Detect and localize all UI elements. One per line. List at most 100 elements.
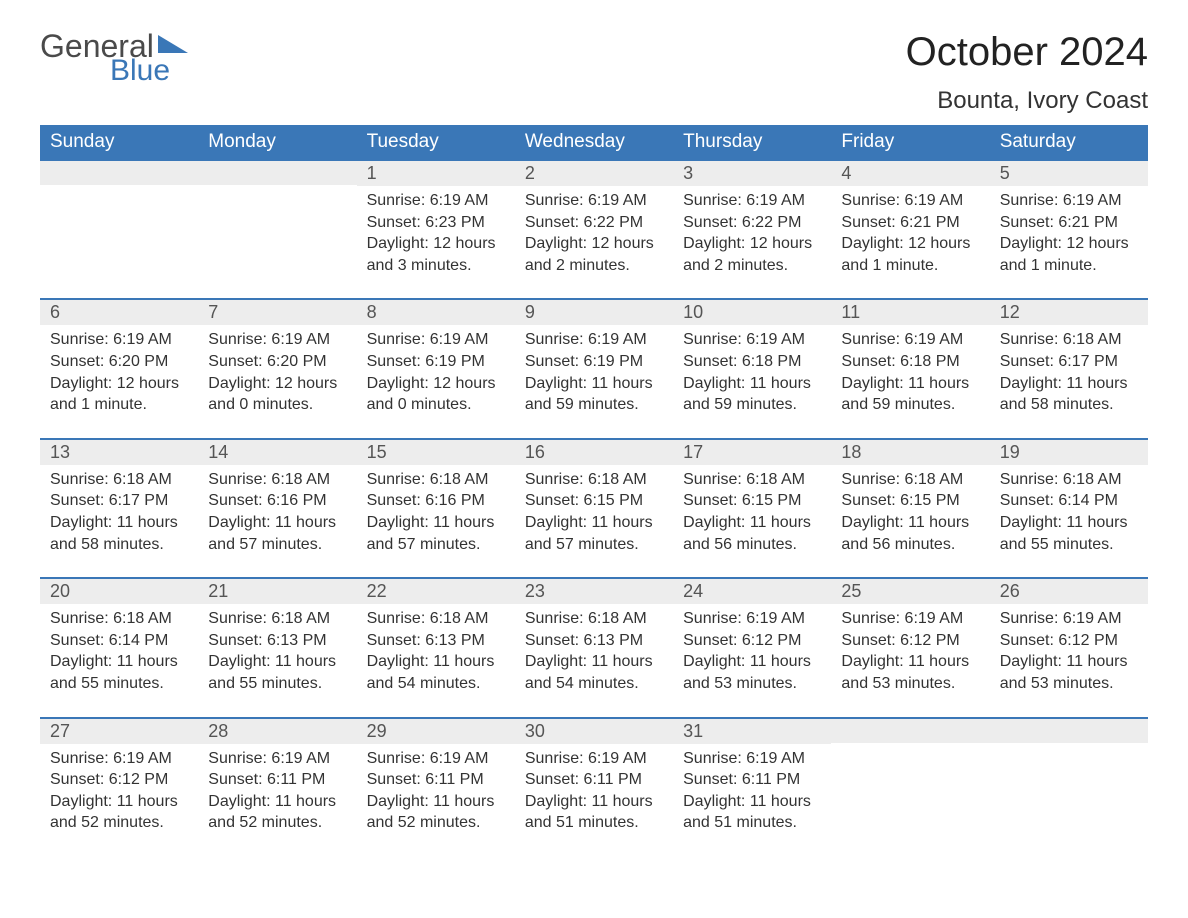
weekday-header: Tuesday [357, 125, 515, 160]
calendar-cell: 12Sunrise: 6:18 AMSunset: 6:17 PMDayligh… [990, 299, 1148, 438]
sunrise-text: Sunrise: 6:19 AM [683, 329, 821, 351]
calendar-cell: 29Sunrise: 6:19 AMSunset: 6:11 PMDayligh… [357, 718, 515, 856]
day-number: 17 [673, 440, 831, 465]
daylight-text: Daylight: 11 hours and 52 minutes. [367, 791, 505, 834]
sunset-text: Sunset: 6:12 PM [841, 630, 979, 652]
sunset-text: Sunset: 6:13 PM [208, 630, 346, 652]
calendar-table: Sunday Monday Tuesday Wednesday Thursday… [40, 125, 1148, 856]
day-number: 31 [673, 719, 831, 744]
sunrise-text: Sunrise: 6:19 AM [50, 329, 188, 351]
sunrise-text: Sunrise: 6:18 AM [841, 469, 979, 491]
daylight-text: Daylight: 12 hours and 0 minutes. [208, 373, 346, 416]
daylight-text: Daylight: 11 hours and 56 minutes. [841, 512, 979, 555]
daylight-text: Daylight: 11 hours and 53 minutes. [1000, 651, 1138, 694]
sunset-text: Sunset: 6:20 PM [208, 351, 346, 373]
day-body [198, 185, 356, 285]
day-number: 29 [357, 719, 515, 744]
day-body: Sunrise: 6:19 AMSunset: 6:18 PMDaylight:… [673, 325, 831, 437]
weekday-header: Wednesday [515, 125, 673, 160]
day-body: Sunrise: 6:19 AMSunset: 6:11 PMDaylight:… [673, 744, 831, 856]
daylight-text: Daylight: 11 hours and 57 minutes. [367, 512, 505, 555]
daylight-text: Daylight: 12 hours and 1 minute. [1000, 233, 1138, 276]
daylight-text: Daylight: 12 hours and 1 minute. [50, 373, 188, 416]
sunrise-text: Sunrise: 6:19 AM [1000, 190, 1138, 212]
daylight-text: Daylight: 12 hours and 2 minutes. [683, 233, 821, 276]
sunset-text: Sunset: 6:22 PM [683, 212, 821, 234]
calendar-week-row: 1Sunrise: 6:19 AMSunset: 6:23 PMDaylight… [40, 160, 1148, 299]
month-title: October 2024 [906, 30, 1148, 75]
calendar-cell [990, 718, 1148, 856]
sunset-text: Sunset: 6:14 PM [50, 630, 188, 652]
sunrise-text: Sunrise: 6:19 AM [50, 748, 188, 770]
day-number: 28 [198, 719, 356, 744]
day-number: 6 [40, 300, 198, 325]
day-body: Sunrise: 6:19 AMSunset: 6:11 PMDaylight:… [198, 744, 356, 856]
calendar-cell: 21Sunrise: 6:18 AMSunset: 6:13 PMDayligh… [198, 578, 356, 717]
day-body: Sunrise: 6:19 AMSunset: 6:11 PMDaylight:… [515, 744, 673, 856]
daylight-text: Daylight: 11 hours and 58 minutes. [1000, 373, 1138, 416]
calendar-cell: 10Sunrise: 6:19 AMSunset: 6:18 PMDayligh… [673, 299, 831, 438]
day-body: Sunrise: 6:19 AMSunset: 6:20 PMDaylight:… [198, 325, 356, 437]
location-label: Bounta, Ivory Coast [906, 87, 1148, 115]
day-number: 2 [515, 161, 673, 186]
sunrise-text: Sunrise: 6:19 AM [841, 329, 979, 351]
sunset-text: Sunset: 6:18 PM [841, 351, 979, 373]
calendar-body: 1Sunrise: 6:19 AMSunset: 6:23 PMDaylight… [40, 160, 1148, 856]
daylight-text: Daylight: 11 hours and 59 minutes. [683, 373, 821, 416]
sunrise-text: Sunrise: 6:19 AM [841, 608, 979, 630]
daylight-text: Daylight: 12 hours and 1 minute. [841, 233, 979, 276]
sunset-text: Sunset: 6:14 PM [1000, 490, 1138, 512]
sunset-text: Sunset: 6:19 PM [367, 351, 505, 373]
sunrise-text: Sunrise: 6:19 AM [525, 748, 663, 770]
calendar-cell: 16Sunrise: 6:18 AMSunset: 6:15 PMDayligh… [515, 439, 673, 578]
sunset-text: Sunset: 6:12 PM [1000, 630, 1138, 652]
sunrise-text: Sunrise: 6:19 AM [841, 190, 979, 212]
calendar-cell: 8Sunrise: 6:19 AMSunset: 6:19 PMDaylight… [357, 299, 515, 438]
weekday-header: Sunday [40, 125, 198, 160]
sunrise-text: Sunrise: 6:19 AM [1000, 608, 1138, 630]
calendar-cell [40, 160, 198, 299]
calendar-cell: 9Sunrise: 6:19 AMSunset: 6:19 PMDaylight… [515, 299, 673, 438]
calendar-week-row: 27Sunrise: 6:19 AMSunset: 6:12 PMDayligh… [40, 718, 1148, 856]
sunset-text: Sunset: 6:16 PM [367, 490, 505, 512]
calendar-cell: 11Sunrise: 6:19 AMSunset: 6:18 PMDayligh… [831, 299, 989, 438]
day-body: Sunrise: 6:19 AMSunset: 6:12 PMDaylight:… [673, 604, 831, 716]
daylight-text: Daylight: 11 hours and 56 minutes. [683, 512, 821, 555]
calendar-cell [198, 160, 356, 299]
sunrise-text: Sunrise: 6:18 AM [367, 608, 505, 630]
day-body: Sunrise: 6:18 AMSunset: 6:13 PMDaylight:… [198, 604, 356, 716]
day-body: Sunrise: 6:18 AMSunset: 6:13 PMDaylight:… [357, 604, 515, 716]
daylight-text: Daylight: 11 hours and 53 minutes. [683, 651, 821, 694]
calendar-cell: 3Sunrise: 6:19 AMSunset: 6:22 PMDaylight… [673, 160, 831, 299]
calendar-cell: 6Sunrise: 6:19 AMSunset: 6:20 PMDaylight… [40, 299, 198, 438]
sunset-text: Sunset: 6:21 PM [841, 212, 979, 234]
day-body: Sunrise: 6:19 AMSunset: 6:19 PMDaylight:… [357, 325, 515, 437]
day-body: Sunrise: 6:18 AMSunset: 6:15 PMDaylight:… [515, 465, 673, 577]
sunset-text: Sunset: 6:19 PM [525, 351, 663, 373]
day-number: 12 [990, 300, 1148, 325]
sunrise-text: Sunrise: 6:18 AM [367, 469, 505, 491]
sunrise-text: Sunrise: 6:18 AM [525, 608, 663, 630]
daylight-text: Daylight: 11 hours and 53 minutes. [841, 651, 979, 694]
day-number: 3 [673, 161, 831, 186]
daylight-text: Daylight: 11 hours and 51 minutes. [525, 791, 663, 834]
sunset-text: Sunset: 6:22 PM [525, 212, 663, 234]
sunrise-text: Sunrise: 6:18 AM [525, 469, 663, 491]
sunrise-text: Sunrise: 6:18 AM [50, 469, 188, 491]
calendar-cell: 23Sunrise: 6:18 AMSunset: 6:13 PMDayligh… [515, 578, 673, 717]
calendar-cell: 18Sunrise: 6:18 AMSunset: 6:15 PMDayligh… [831, 439, 989, 578]
day-number: 15 [357, 440, 515, 465]
calendar-cell: 17Sunrise: 6:18 AMSunset: 6:15 PMDayligh… [673, 439, 831, 578]
day-number: 27 [40, 719, 198, 744]
daylight-text: Daylight: 11 hours and 54 minutes. [367, 651, 505, 694]
calendar-cell: 26Sunrise: 6:19 AMSunset: 6:12 PMDayligh… [990, 578, 1148, 717]
sunset-text: Sunset: 6:17 PM [50, 490, 188, 512]
daylight-text: Daylight: 11 hours and 54 minutes. [525, 651, 663, 694]
day-number: 30 [515, 719, 673, 744]
day-body: Sunrise: 6:19 AMSunset: 6:18 PMDaylight:… [831, 325, 989, 437]
sunrise-text: Sunrise: 6:18 AM [208, 608, 346, 630]
day-body: Sunrise: 6:18 AMSunset: 6:14 PMDaylight:… [40, 604, 198, 716]
sunrise-text: Sunrise: 6:19 AM [683, 748, 821, 770]
day-number: 23 [515, 579, 673, 604]
day-body: Sunrise: 6:19 AMSunset: 6:21 PMDaylight:… [831, 186, 989, 298]
